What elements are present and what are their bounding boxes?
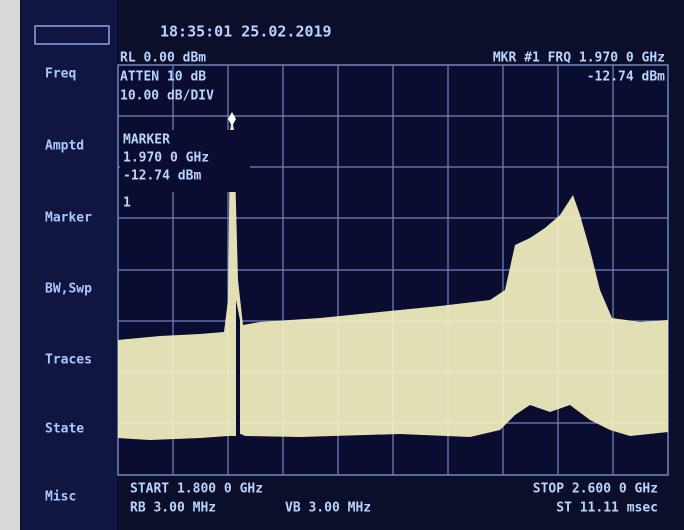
- softkey[interactable]: BW,Swp: [45, 282, 92, 297]
- marker-frequency: MKR #1 FRQ 1.970 0 GHz: [493, 51, 665, 66]
- marker-symbol: [228, 112, 236, 126]
- softkey[interactable]: Marker: [45, 211, 92, 226]
- sweep-time: ST 11.11 msec: [556, 501, 658, 516]
- video-bandwidth: VB 3.00 MHz: [285, 501, 371, 516]
- softkeys: Freq Amptd Marker BW,Swp Traces State Mi…: [45, 67, 92, 505]
- marker-box: [120, 130, 250, 192]
- marker-level: -12.74 dBm: [587, 70, 665, 85]
- marker-box-frequency: 1.970 0 GHz: [123, 151, 209, 166]
- marker-number: 1: [123, 196, 131, 211]
- softkey-panel: [22, 0, 117, 530]
- stop-frequency: STOP 2.600 0 GHz: [533, 482, 658, 497]
- start-frequency: START 1.800 0 GHz: [130, 482, 263, 497]
- softkey-box: [34, 25, 110, 45]
- notch-gap: [236, 300, 240, 436]
- softkey[interactable]: Amptd: [45, 139, 84, 154]
- attenuation: ATTEN 10 dB: [120, 70, 206, 85]
- softkey[interactable]: State: [45, 422, 84, 437]
- spectrum-trace: [118, 118, 668, 440]
- datetime: 18:35:01 25.02.2019: [160, 23, 332, 41]
- softkey[interactable]: Traces: [45, 353, 92, 368]
- reference-level: RL 0.00 dBm: [120, 51, 206, 66]
- softkey[interactable]: Misc: [45, 490, 76, 505]
- softkey[interactable]: Freq: [45, 67, 76, 82]
- scale: 10.00 dB/DIV: [120, 89, 214, 104]
- marker-box-level: -12.74 dBm: [123, 169, 201, 184]
- resolution-bandwidth: RB 3.00 MHz: [130, 501, 216, 516]
- marker-title: MARKER: [123, 133, 170, 148]
